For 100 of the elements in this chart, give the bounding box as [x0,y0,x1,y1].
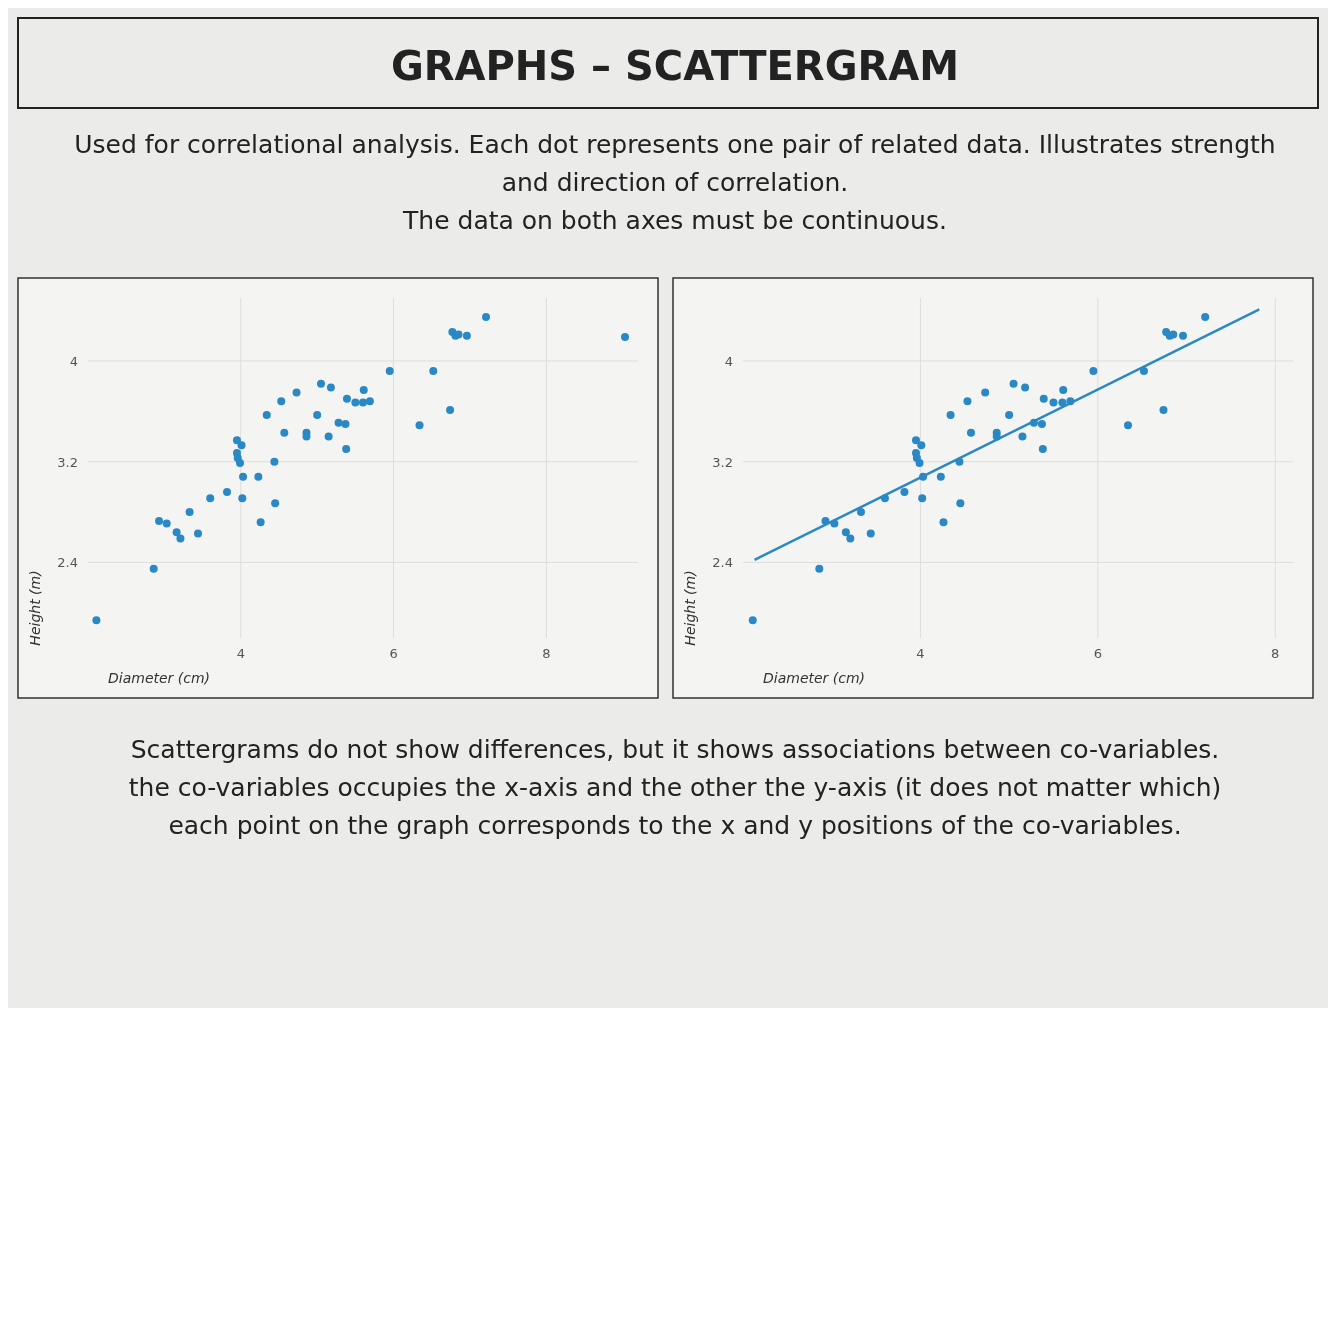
point [918,494,927,503]
point [1124,421,1132,430]
point [172,528,181,537]
point [292,388,301,397]
point [946,411,955,420]
point [236,458,245,467]
point [481,312,490,321]
point [1049,398,1058,407]
point [256,518,265,527]
point [1037,419,1046,428]
point [162,519,171,528]
point [270,457,279,466]
point [981,388,990,397]
point [232,436,241,445]
point [326,383,335,392]
point [238,494,247,503]
point [176,534,185,543]
x-tick-label: 8 [542,646,551,661]
point [194,529,202,538]
point [271,499,280,508]
point [1139,367,1148,376]
point [351,398,360,407]
point [277,397,286,406]
x-tick-label: 6 [389,646,398,661]
point [621,333,630,342]
point [966,428,975,437]
point [341,419,350,428]
point [1005,411,1014,420]
point [1089,367,1098,376]
point [963,397,972,406]
point [92,616,101,625]
point [262,411,271,420]
point [1159,406,1168,415]
point [149,564,158,573]
point [324,432,333,441]
point [185,508,194,517]
x-tick-label: 4 [236,646,245,661]
point [365,397,374,406]
y-tick-label: 3.2 [712,454,733,470]
point [1009,379,1018,388]
point [1058,398,1067,407]
text: Scattergrams do not show differences, but it shows associations between co-variables. [130,735,1220,764]
text: and direction of correlation. [501,168,849,197]
point [415,421,424,430]
point [254,472,263,481]
point [846,534,855,543]
text: the co-variables occupies the x-axis and the other the y-axis (it does not matter which) [128,773,1222,802]
point [334,418,343,427]
point [1059,385,1068,394]
y-tick-label: 3.2 [57,454,78,470]
x-axis-title: Diameter (cm) [108,670,211,686]
point [155,516,164,525]
point [841,528,850,537]
point [359,398,367,407]
point [206,494,215,503]
text: GRAPHS – SCATTERGRAM [390,43,960,89]
x-tick-label: 6 [1093,646,1102,661]
point [385,367,394,376]
point [856,508,865,517]
point [815,564,824,573]
point [1201,312,1210,321]
y-axis-title: Height (m) [27,570,43,646]
y-tick-label: 2.4 [57,555,78,571]
point [1039,394,1048,403]
x-axis-title: Diameter (cm) [763,670,866,686]
point [280,428,289,437]
point [239,472,248,481]
y-axis-title: Height (m) [682,570,698,646]
point [429,367,438,376]
point [342,394,351,403]
y-tick-label: 4 [724,353,733,369]
point [223,487,232,496]
point [1179,331,1187,340]
point [915,458,924,467]
point [748,616,757,625]
point [900,487,909,496]
point [939,518,948,527]
point [866,529,875,538]
point [911,436,920,445]
point [313,411,322,420]
point [1018,432,1027,441]
y-tick-label: 2.4 [712,555,733,571]
point [446,406,455,415]
text: The data on both axes must be continuous. [402,206,947,235]
point [956,499,965,508]
text: each point on the graph corresponds to the x and y positions of the co-variables. [168,811,1182,840]
point [1021,383,1030,392]
text: Used for correlational analysis. Each dot represents one pair of related data. Illustrates strength [74,130,1276,159]
x-tick-label: 4 [916,646,925,661]
y-tick-label: 4 [69,353,78,369]
point [1038,445,1047,454]
point [316,379,325,388]
point [359,385,368,394]
point [917,441,926,450]
point [936,472,945,481]
x-tick-label: 8 [1271,646,1280,661]
point [342,445,351,454]
point [237,441,246,450]
point [1169,330,1178,339]
point [462,331,471,340]
